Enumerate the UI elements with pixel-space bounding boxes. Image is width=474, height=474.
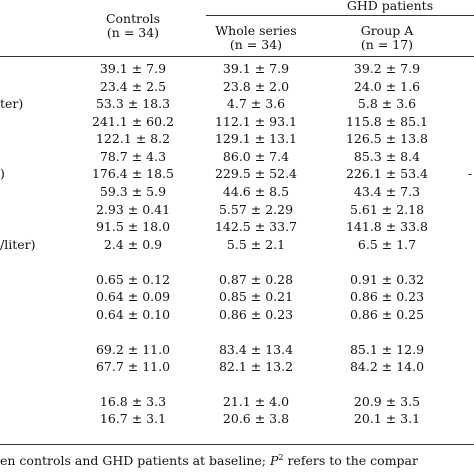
controls-cell: 91.5 ± 18.0 xyxy=(95,219,171,234)
controls-cell: 122.1 ± 8.2 xyxy=(95,131,171,146)
header-bottom-rule xyxy=(0,56,474,57)
controls-n: (n = 34) xyxy=(106,25,160,40)
group-a-cell: 43.4 ± 7.3 xyxy=(353,184,421,199)
row-label: ) xyxy=(0,166,5,181)
whole-series-n: (n = 34) xyxy=(229,37,283,52)
controls-cell: 53.3 ± 18.3 xyxy=(95,96,171,111)
group-a-cell: 84.2 ± 14.0 xyxy=(349,359,425,374)
group-a-cell: 5.8 ± 3.6 xyxy=(357,96,417,111)
whole-series-cell: 5.57 ± 2.29 xyxy=(218,202,294,217)
whole-series-cell: 20.6 ± 3.8 xyxy=(222,411,290,426)
group-a-cell: 20.1 ± 3.1 xyxy=(353,411,421,426)
controls-cell: 0.65 ± 0.12 xyxy=(95,272,171,287)
controls-cell: 0.64 ± 0.09 xyxy=(95,289,171,304)
whole-series-cell: 23.8 ± 2.0 xyxy=(222,79,290,94)
footnote-p-superscript: 2 xyxy=(278,452,284,462)
footnote-p-symbol: P xyxy=(269,453,279,468)
group-a-cell: 126.5 ± 13.8 xyxy=(345,131,429,146)
group-a-cell: 5.61 ± 2.18 xyxy=(349,202,425,217)
group-a-cell: 0.86 ± 0.23 xyxy=(349,289,425,304)
whole-series-cell: 229.5 ± 52.4 xyxy=(214,166,298,181)
controls-cell: 2.4 ± 0.9 xyxy=(103,237,163,252)
controls-cell: 67.7 ± 11.0 xyxy=(95,359,171,374)
group-a-cell: 0.86 ± 0.25 xyxy=(349,307,425,322)
controls-cell: 69.2 ± 11.0 xyxy=(95,342,171,357)
whole-series-cell: 142.5 ± 33.7 xyxy=(214,219,298,234)
whole-series-cell: 83.4 ± 13.4 xyxy=(218,342,294,357)
whole-series-cell: 5.5 ± 2.1 xyxy=(226,237,286,252)
group-a-cell: 141.8 ± 33.8 xyxy=(345,219,429,234)
whole-series-cell: 44.6 ± 8.5 xyxy=(222,184,290,199)
controls-cell: 176.4 ± 18.5 xyxy=(91,166,175,181)
group-a-cell: 115.8 ± 85.1 xyxy=(345,114,429,129)
group-a-header: Group A xyxy=(360,23,414,38)
group-a-cell: 85.3 ± 8.4 xyxy=(353,149,421,164)
controls-cell: 59.3 ± 5.9 xyxy=(99,184,167,199)
group-a-cell: 85.1 ± 12.9 xyxy=(349,342,425,357)
group-a-n: (n = 17) xyxy=(360,37,414,52)
group-a-cell: 0.91 ± 0.32 xyxy=(349,272,425,287)
row-label: ter) xyxy=(0,96,24,111)
whole-series-cell: 82.1 ± 13.2 xyxy=(218,359,294,374)
whole-series-cell: 129.1 ± 13.1 xyxy=(214,131,298,146)
whole-series-cell: 39.1 ± 7.9 xyxy=(222,61,290,76)
group-a-cell: 24.0 ± 1.6 xyxy=(353,79,421,94)
whole-series-cell: 0.85 ± 0.21 xyxy=(218,289,294,304)
ghd-header-rule xyxy=(206,15,474,16)
whole-series-cell: 86.0 ± 7.4 xyxy=(222,149,290,164)
controls-cell: 39.1 ± 7.9 xyxy=(99,61,167,76)
controls-cell: 16.8 ± 3.3 xyxy=(99,394,167,409)
whole-series-cell: 0.86 ± 0.23 xyxy=(218,307,294,322)
whole-series-cell: 4.7 ± 3.6 xyxy=(226,96,286,111)
group-a-cell: 39.2 ± 7.9 xyxy=(353,61,421,76)
whole-series-cell: 112.1 ± 93.1 xyxy=(214,114,298,129)
controls-cell: 78.7 ± 4.3 xyxy=(99,149,167,164)
ghd-patients-header: GHD patients xyxy=(346,0,434,13)
row-label: /liter) xyxy=(0,237,36,252)
controls-cell: 23.4 ± 2.5 xyxy=(99,79,167,94)
controls-header: Controls xyxy=(105,11,161,26)
whole-series-header: Whole series xyxy=(215,23,297,38)
footnote-text-start: en controls and GHD patients at baseline… xyxy=(0,453,270,468)
clipped-right-mark: - xyxy=(468,166,473,181)
controls-cell: 2.93 ± 0.41 xyxy=(95,202,171,217)
controls-cell: 0.64 ± 0.10 xyxy=(95,307,171,322)
table-bottom-rule xyxy=(0,444,474,445)
controls-cell: 241.1 ± 60.2 xyxy=(91,114,175,129)
whole-series-cell: 0.87 ± 0.28 xyxy=(218,272,294,287)
footnote-text-end: refers to the compar xyxy=(283,453,418,468)
group-a-cell: 20.9 ± 3.5 xyxy=(353,394,421,409)
table-footnote: en controls and GHD patients at baseline… xyxy=(0,453,418,468)
whole-series-cell: 21.1 ± 4.0 xyxy=(222,394,290,409)
group-a-cell: 6.5 ± 1.7 xyxy=(357,237,417,252)
group-a-cell: 226.1 ± 53.4 xyxy=(345,166,429,181)
controls-cell: 16.7 ± 3.1 xyxy=(99,411,167,426)
